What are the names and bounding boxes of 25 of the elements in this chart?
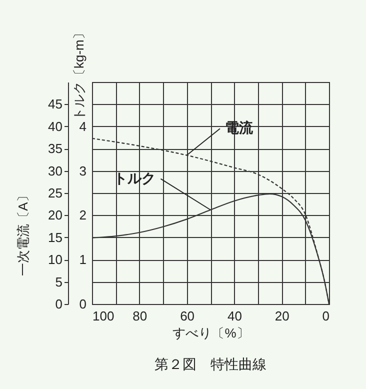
y-tick-label: 20 — [48, 208, 62, 223]
y-axis-title: 一次電流〔A〕 — [16, 189, 30, 276]
x-tick-label: 0 — [322, 308, 330, 324]
x-tick-label: 60 — [180, 308, 195, 324]
y-tick-label: 5 — [55, 274, 62, 290]
x-axis-title: すべり〔%〕 — [172, 326, 250, 340]
x-tick-label: 40 — [227, 308, 242, 324]
x-tick-label: 20 — [274, 308, 290, 324]
y2-tick-label: 1 — [79, 252, 86, 268]
text: 第２図 特性曲線 — [154, 356, 266, 372]
y-tick-label: 10 — [48, 252, 62, 268]
y-tick-label: 45 — [48, 96, 62, 112]
y-tick-label: 15 — [48, 230, 62, 245]
y2-tick-label: 4 — [79, 118, 86, 134]
y2-tick-label: 0 — [79, 296, 86, 312]
y2-tick-label: 2 — [79, 208, 86, 223]
y-tick-label: 30 — [48, 163, 62, 178]
y-tick-label: 0 — [55, 296, 62, 312]
y2-tick-label: 3 — [79, 163, 86, 178]
x-tick-label: 80 — [132, 308, 148, 324]
y-tick-label: 35 — [48, 141, 62, 156]
x-tick-label: 100 — [92, 308, 114, 324]
y2-axis-title: トルク〔kg-m〕 — [72, 26, 86, 120]
y-tick-label: 25 — [48, 186, 62, 200]
y-tick-label: 40 — [48, 118, 62, 134]
